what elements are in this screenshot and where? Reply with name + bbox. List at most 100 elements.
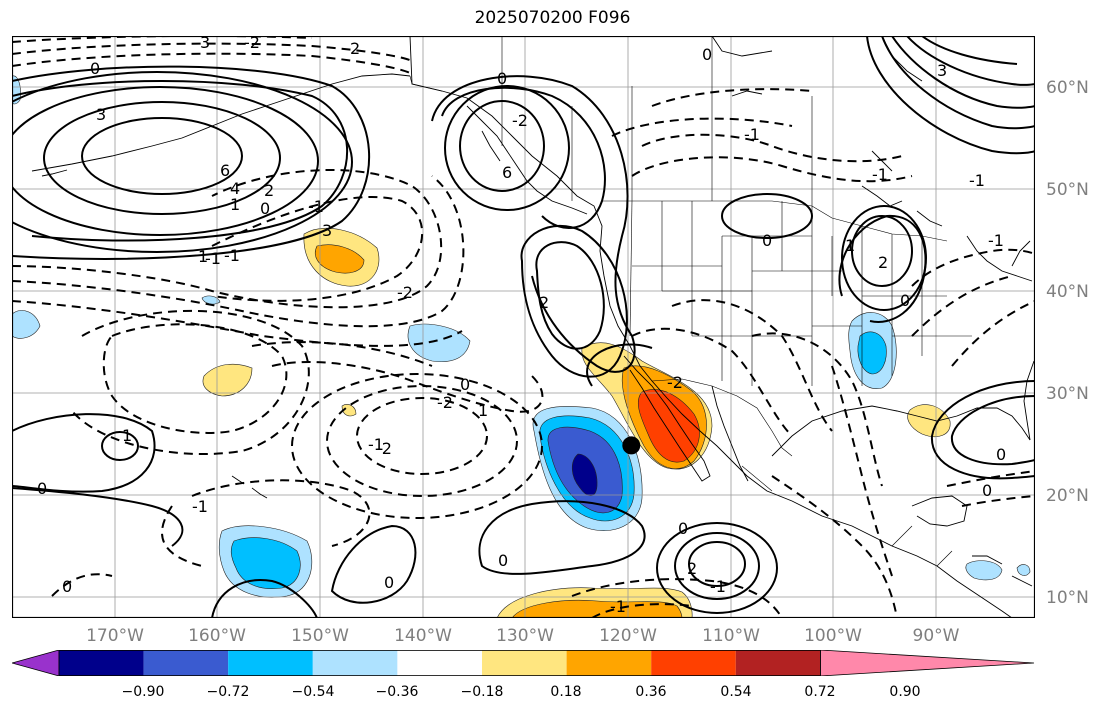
contour-label: -1 [205, 249, 221, 268]
contour-label: -1 [872, 165, 888, 184]
lat-label: 60°N [1046, 78, 1089, 98]
lon-label: 130°W [496, 626, 554, 646]
contour-label: 0 [900, 291, 910, 310]
colorbar-tick: −0.36 [375, 684, 419, 700]
lon-label: 120°W [599, 626, 657, 646]
lat-label: 20°N [1046, 486, 1089, 506]
colorbar-tick: −0.18 [460, 684, 504, 700]
contour-label: 2 [878, 253, 888, 272]
contour-label: 0 [260, 199, 270, 218]
graticule [12, 36, 1035, 618]
contour-label: -1 [988, 231, 1004, 250]
contour-label: 0 [982, 481, 992, 500]
colorbar-extend-high [820, 650, 1035, 676]
contour-label: 4 [230, 179, 240, 198]
colorbar-tick: −0.90 [121, 684, 165, 700]
contour-label: 0 [996, 445, 1006, 464]
contour-label: 0 [37, 479, 47, 498]
contour-label: -2 [376, 439, 392, 458]
negative-anomaly-large-core [571, 453, 598, 496]
contour-label: 3 [322, 221, 332, 240]
contour-label: -1 [224, 246, 240, 265]
coastlines [31, 36, 1035, 618]
negative-anomaly-small-west [201, 295, 221, 305]
colorbar [12, 650, 1035, 676]
colorbar-tick: 0.90 [889, 684, 921, 700]
colorbar-tick: 0.72 [804, 684, 836, 700]
weather-map: 0 3 2 -1 0 -2 3 2 6 -1 1 -1 0 3 6 4 0 0 … [12, 36, 1035, 618]
negative-anomaly-texas-core [857, 331, 887, 375]
lon-label: 140°W [394, 626, 452, 646]
colorbar-tick: 0.36 [635, 684, 667, 700]
negative-anomaly-hawaii-core [230, 537, 301, 589]
contour-label: 1 [845, 236, 855, 255]
positive-anomaly-small [341, 404, 357, 417]
contour-label: 1 [230, 195, 240, 214]
lon-label: 170°W [86, 626, 144, 646]
contour-label: -2 [437, 393, 453, 412]
lat-label: 10°N [1046, 588, 1089, 608]
contour-label: -1 [710, 577, 726, 596]
lat-label: 30°N [1046, 384, 1089, 404]
contour-label: 0 [497, 69, 507, 88]
contour-label: 1 [198, 247, 208, 266]
contour-label: 1 [478, 401, 488, 420]
colorbar-segment [228, 650, 313, 676]
contour-label: 3 [96, 105, 106, 124]
contour-label: -2 [397, 283, 413, 302]
colorbar-segment [735, 650, 821, 676]
positive-contours [12, 36, 1035, 618]
contour-label: 2 [687, 559, 697, 578]
lon-label: 100°W [804, 626, 862, 646]
colorbar-segment [143, 650, 229, 676]
colorbar-segments [12, 650, 1035, 676]
contour-label: -2 [512, 111, 528, 130]
colorbar-extend-low [12, 650, 60, 676]
contour-label: 2 [264, 181, 274, 200]
contour-label: 0 [678, 519, 688, 538]
contour-label: 3 [200, 36, 210, 52]
colorbar-segment [566, 650, 652, 676]
map-frame [12, 36, 1035, 618]
lat-label: 40°N [1046, 282, 1089, 302]
contour-label: -2 [244, 36, 260, 52]
shaded-anomalies [12, 75, 1031, 618]
colorbar-frame [58, 650, 821, 676]
lon-label: 110°W [702, 626, 760, 646]
contour-label: 0 [90, 59, 100, 78]
positive-anomaly-gulf [907, 404, 951, 437]
contour-label: 3 [937, 61, 947, 80]
contour-label: 0 [460, 375, 470, 394]
political-borders [409, 36, 972, 567]
contour-label: 0 [62, 577, 72, 596]
contour-label: 1 [122, 426, 132, 445]
contour-label: 0 [702, 45, 712, 64]
positive-anomaly-north-pacific-core [314, 244, 365, 274]
lon-label: 160°W [188, 626, 246, 646]
colorbar-segment [651, 650, 736, 676]
contour-label: 6 [502, 163, 512, 182]
colorbar-tick: −0.72 [206, 684, 250, 700]
colorbar-segment [482, 650, 567, 676]
colorbar-tick: −0.54 [291, 684, 335, 700]
lon-label: 150°W [291, 626, 349, 646]
contour-label: 6 [220, 161, 230, 180]
negative-anomaly-central-pacific [407, 323, 471, 362]
lon-label: 90°W [912, 626, 960, 646]
contour-label: -2 [667, 373, 683, 392]
contour-labels: 0 3 2 -1 0 -2 3 2 6 -1 1 -1 0 3 6 4 0 0 … [37, 36, 1006, 616]
colorbar-segment [397, 650, 482, 676]
contour-label: 2 [539, 293, 549, 312]
negative-anomaly-caribbean [965, 560, 1003, 581]
contour-label: -1 [744, 125, 760, 144]
map-title: 2025070200 F096 [474, 8, 631, 28]
contour-label: -1 [610, 597, 626, 616]
colorbar-tick: 0.54 [720, 684, 752, 700]
location-marker [622, 436, 641, 455]
colorbar-segment [59, 650, 144, 676]
negative-contours [12, 36, 1035, 618]
contour-label: 0 [498, 551, 508, 570]
colorbar-tick: 0.18 [550, 684, 582, 700]
contour-label: -1 [969, 171, 985, 190]
colorbar-segment [312, 650, 398, 676]
